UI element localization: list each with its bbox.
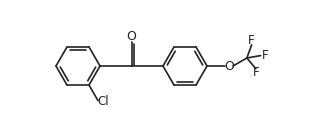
Text: F: F [253, 66, 259, 79]
Text: O: O [127, 30, 136, 43]
Text: O: O [224, 59, 234, 72]
Text: F: F [248, 34, 255, 47]
Text: F: F [262, 49, 269, 62]
Text: Cl: Cl [97, 95, 109, 108]
